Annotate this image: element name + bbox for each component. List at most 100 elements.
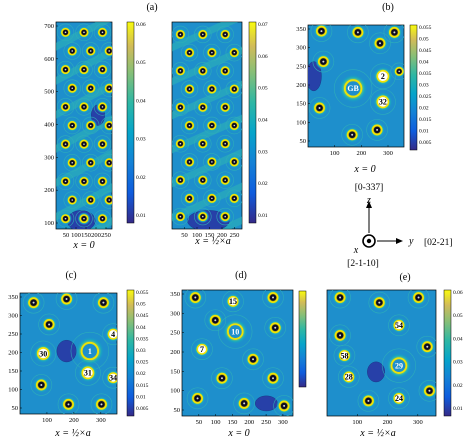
atom-center (233, 124, 236, 127)
atom-center (32, 301, 35, 304)
contour-ring (102, 366, 117, 389)
atom (308, 97, 331, 119)
atom (93, 135, 112, 153)
atom-center (224, 106, 226, 109)
atom (357, 390, 380, 412)
atom-center (108, 161, 110, 164)
atom-label: 32 (379, 98, 387, 107)
contour-ring (308, 97, 331, 119)
contour-ring (63, 79, 81, 97)
atom-ring (352, 26, 364, 38)
atom-center (89, 199, 92, 201)
atom-ring (198, 139, 208, 149)
y-tick-label: 250 (170, 330, 180, 337)
y-arrow-head (396, 238, 403, 244)
atom (203, 189, 221, 208)
atom-ring (79, 102, 89, 112)
contour-ring (100, 154, 112, 172)
atom-center (196, 397, 199, 400)
panel-caption: x = 0 (72, 240, 94, 251)
atom-ring (104, 158, 112, 168)
contour-ring (180, 116, 199, 135)
atom-ring (376, 95, 390, 109)
contour-ring (390, 62, 404, 81)
atom-ring (207, 48, 217, 58)
atom-center (64, 31, 67, 34)
atom-center (224, 142, 226, 145)
atom-ring (207, 193, 217, 203)
atom-ring (35, 379, 47, 391)
atom-ring (374, 37, 386, 49)
contour-ring (218, 314, 253, 349)
atom-center (64, 217, 67, 220)
y-tick-label: 300 (44, 154, 54, 161)
colorbar-tick-label: 0.01 (136, 213, 146, 219)
contour-ring (186, 387, 209, 410)
colorbar-tick-label: 0.03 (258, 149, 268, 155)
contour-ring (172, 25, 190, 44)
atom-ring (269, 322, 281, 334)
atom (310, 25, 333, 42)
x-tick-label: 300 (278, 419, 288, 426)
contour-ring (366, 119, 388, 141)
contour-ring (93, 135, 112, 153)
atom-center (202, 179, 204, 181)
y-tick-label: 150 (8, 368, 18, 375)
atom: 32 (369, 88, 396, 115)
atom-center (339, 296, 342, 299)
atom-label-bg (378, 97, 388, 107)
atom (38, 313, 60, 336)
atom (203, 43, 221, 62)
atom-ring (247, 353, 259, 365)
contour-ring (310, 25, 333, 42)
contour-ring (180, 80, 199, 98)
atom-center (417, 296, 420, 299)
atom (180, 153, 199, 171)
atom-ring (185, 84, 194, 94)
atom-ring (227, 323, 244, 340)
contour-ring (273, 395, 293, 416)
colorbar-tick-label: 0.04 (136, 98, 146, 104)
atom-ring (79, 65, 89, 75)
atom-center (393, 31, 396, 34)
density-band (46, 0, 122, 18)
atom: 58 (333, 344, 356, 367)
atom-ring (67, 46, 77, 56)
contour-ring (100, 42, 112, 60)
panel-label: (d) (235, 270, 247, 281)
atom-center (89, 124, 92, 127)
density-band (214, 216, 242, 229)
x-tick-label: 200 (244, 419, 254, 426)
atom-ring (80, 341, 100, 361)
atom-center (233, 88, 236, 90)
colorbar-tick-label: 0.05 (136, 302, 146, 308)
atom (172, 207, 190, 226)
colorbar-tick-label: 0.02 (258, 181, 268, 187)
atom (369, 32, 391, 55)
atom (194, 98, 212, 116)
atom-ring (220, 139, 230, 149)
contour-ring (172, 171, 190, 189)
y-tick-label: 300 (8, 313, 18, 320)
atom-ring (175, 139, 185, 149)
contour-ring (100, 79, 112, 97)
atom (56, 98, 75, 116)
contour-ring (225, 153, 242, 171)
panel-a-right: 50 100 150 200 250 0.07 0.06 0.05 0.04 0.03 0.02 0.… (171, 21, 268, 247)
x-tick-label: 200 (91, 232, 101, 239)
atom-center (426, 345, 429, 348)
colorbar-tick-label: 0.02 (136, 371, 146, 377)
atom-ring (61, 139, 70, 149)
atom-center (108, 199, 110, 201)
contour-ring (333, 344, 356, 367)
x-tick-label: 150 (81, 232, 91, 239)
contour-ring (388, 387, 410, 410)
atom-label: 1 (88, 347, 92, 356)
colorbar-tick-label: 0.01 (258, 213, 268, 219)
contour-ring (383, 25, 404, 44)
atom (180, 116, 199, 135)
atom-label: 54 (395, 321, 403, 330)
atom (93, 60, 112, 79)
contour-ring (55, 293, 78, 310)
contour-ring (93, 209, 112, 228)
